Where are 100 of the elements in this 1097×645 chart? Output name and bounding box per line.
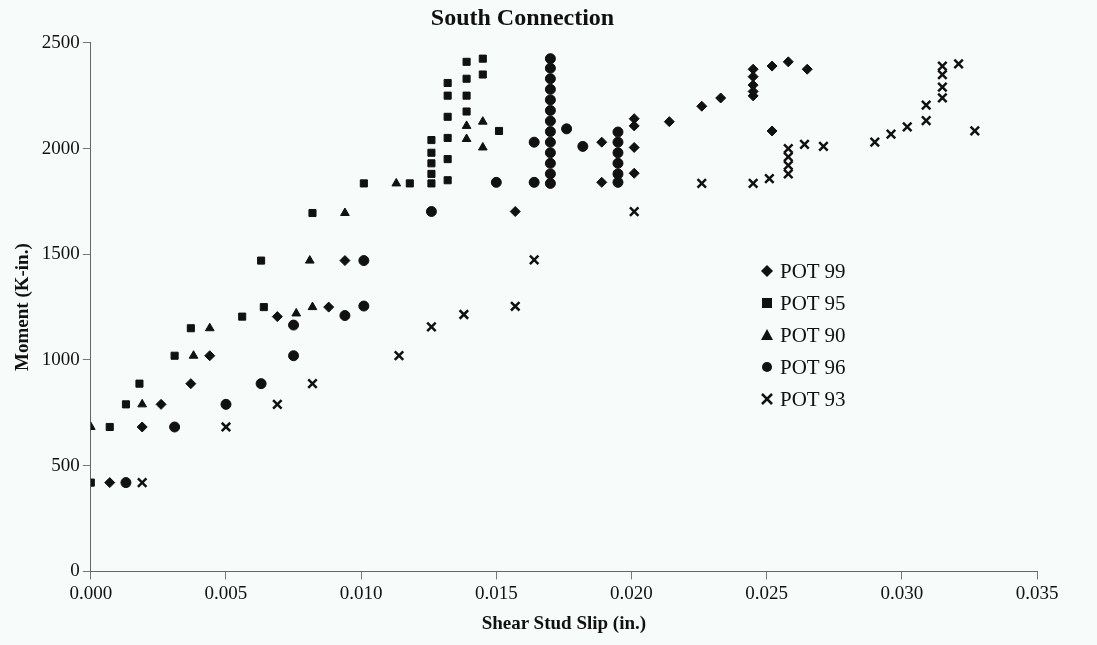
point	[291, 307, 302, 317]
point	[885, 128, 897, 140]
point	[462, 107, 471, 116]
point	[544, 177, 556, 189]
point	[544, 94, 556, 106]
y-axis-title: Moment (K-in.)	[11, 243, 34, 371]
point	[462, 57, 471, 66]
point	[920, 99, 932, 111]
point	[259, 303, 268, 312]
point	[969, 125, 981, 137]
point	[544, 83, 556, 95]
point	[596, 136, 608, 148]
point	[715, 92, 727, 104]
point	[747, 63, 759, 75]
point	[490, 176, 502, 188]
point	[257, 256, 266, 265]
point	[359, 179, 368, 188]
point	[477, 141, 488, 151]
point	[339, 255, 351, 267]
point	[782, 56, 794, 68]
point	[612, 126, 624, 138]
point	[544, 53, 556, 65]
point	[747, 177, 759, 189]
x-tick-label: 0.005	[204, 581, 248, 603]
point	[120, 477, 132, 489]
point	[612, 136, 624, 148]
point	[799, 138, 810, 150]
y-tick-label: 1500	[41, 242, 80, 264]
point	[340, 207, 350, 217]
point	[458, 309, 470, 320]
point	[544, 136, 556, 148]
point	[763, 173, 775, 185]
point	[461, 120, 472, 129]
point	[462, 91, 471, 100]
point	[462, 74, 471, 83]
point	[391, 177, 402, 187]
point	[544, 115, 556, 127]
point	[136, 477, 148, 489]
point	[307, 301, 318, 311]
point	[920, 115, 932, 127]
x-tick-label: 0.000	[69, 581, 113, 603]
point	[528, 176, 540, 188]
point	[477, 116, 488, 125]
point	[339, 310, 351, 322]
y-tick-label: 500	[51, 453, 80, 475]
legend-label: POT 95	[780, 290, 846, 316]
point	[443, 155, 452, 164]
point	[869, 136, 881, 148]
point	[427, 159, 436, 168]
point	[425, 321, 437, 333]
point	[443, 78, 452, 88]
point	[427, 148, 436, 157]
y-tick-label: 1000	[41, 347, 80, 369]
point	[288, 350, 300, 362]
point	[358, 300, 370, 312]
point	[628, 206, 640, 218]
point	[204, 350, 216, 362]
y-tick-label: 0	[70, 559, 80, 581]
point	[170, 351, 179, 360]
point	[544, 126, 556, 138]
point	[271, 398, 283, 410]
point	[443, 133, 452, 142]
point	[185, 378, 197, 390]
point	[494, 126, 504, 136]
point	[204, 322, 215, 332]
point	[528, 254, 540, 266]
point	[443, 112, 452, 121]
point	[443, 91, 452, 100]
point	[953, 58, 965, 70]
point	[308, 208, 317, 218]
point	[612, 147, 624, 159]
point	[901, 121, 913, 133]
point	[461, 133, 472, 143]
point	[306, 378, 318, 390]
point	[544, 147, 556, 159]
point	[136, 421, 148, 433]
point	[169, 421, 181, 433]
point	[104, 477, 116, 489]
point	[544, 73, 556, 85]
point	[288, 319, 300, 331]
point	[425, 206, 437, 218]
point	[766, 60, 778, 72]
point	[509, 300, 521, 312]
point	[478, 70, 487, 79]
x-tick-label: 0.025	[745, 581, 789, 603]
point	[220, 398, 232, 410]
point	[766, 125, 778, 137]
point	[405, 179, 414, 188]
x-axis-title: Shear Stud Slip (in.)	[481, 611, 647, 634]
point	[427, 179, 436, 188]
point	[628, 141, 640, 153]
point	[304, 255, 315, 264]
x-tick-label: 0.035	[1015, 581, 1059, 603]
point	[121, 400, 130, 409]
point	[393, 350, 405, 362]
point	[509, 206, 521, 218]
y-tick-label: 2000	[41, 136, 80, 158]
point	[801, 63, 813, 75]
point	[220, 421, 232, 433]
point	[238, 312, 247, 321]
